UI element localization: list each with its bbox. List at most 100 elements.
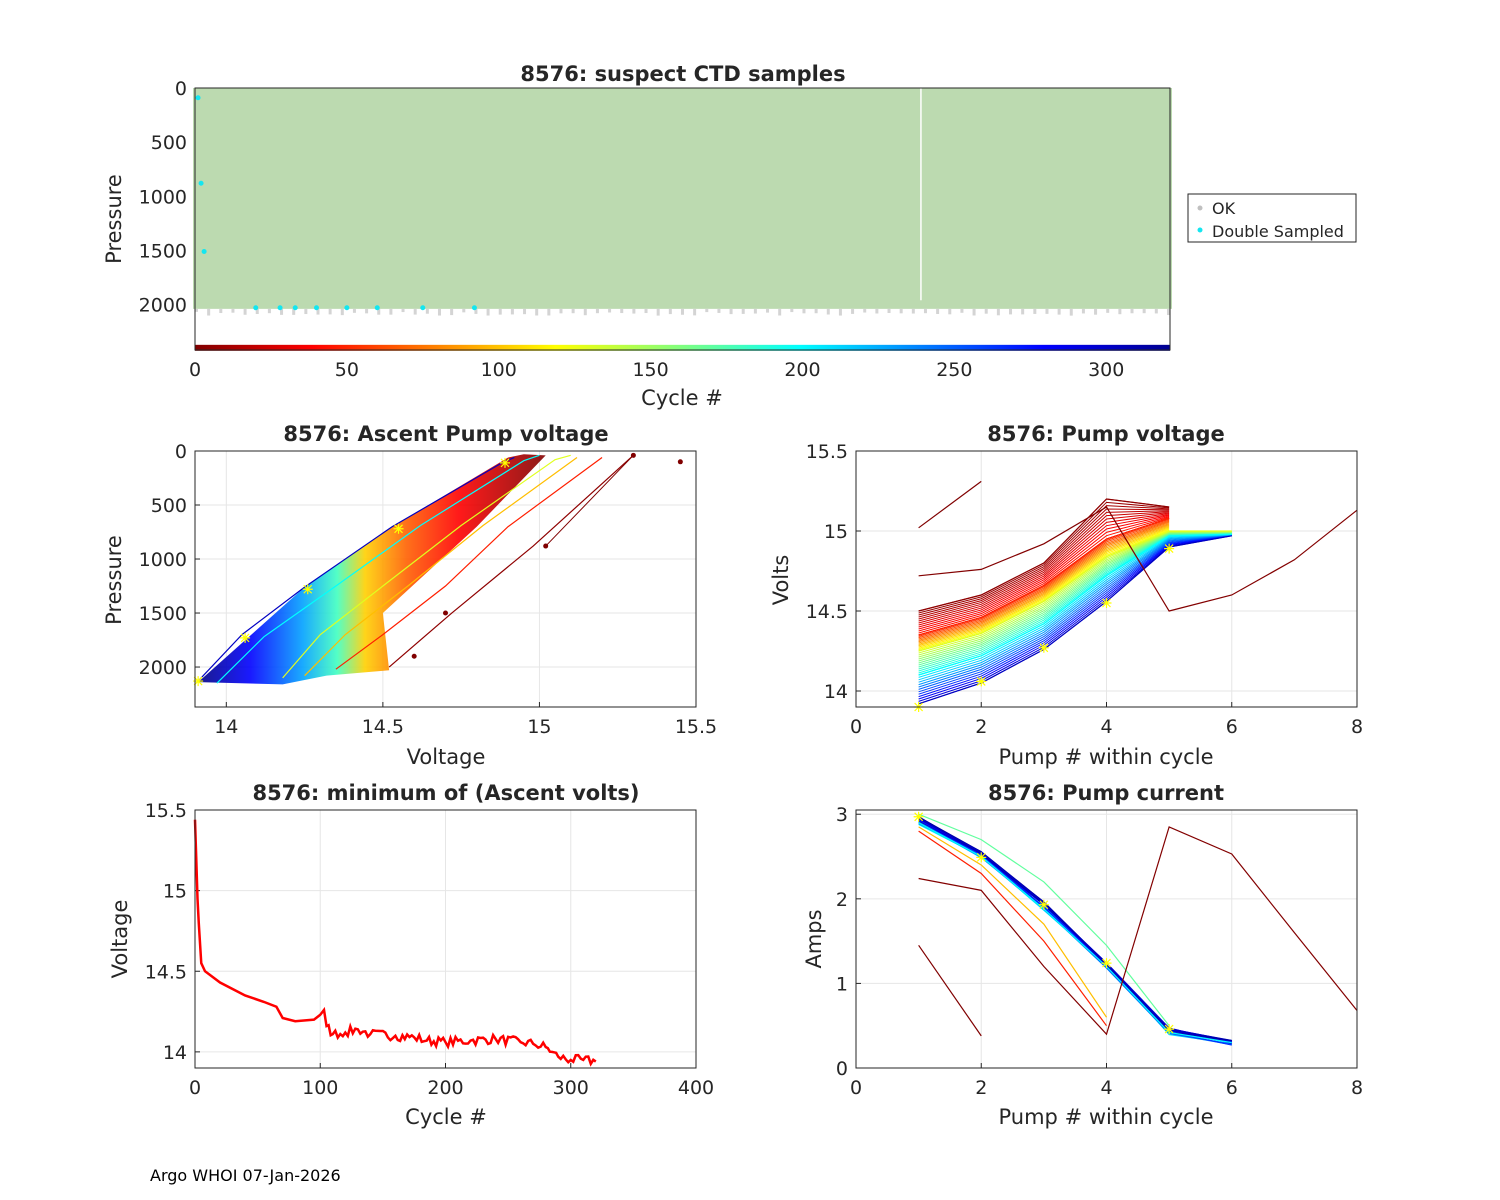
pump-voltage-xlabel: Pump # within cycle [999, 745, 1214, 769]
pump-voltage-title: 8576: Pump voltage [987, 422, 1225, 446]
ok-sample-point [802, 308, 806, 314]
ok-sample-point [486, 308, 490, 316]
ok-sample-point [741, 308, 745, 314]
pump-voltage-line [918, 534, 1232, 683]
ok-sample-point [401, 308, 405, 313]
pump-voltage-line [918, 513, 1170, 626]
marker-star [393, 523, 404, 534]
marker-star [1038, 899, 1049, 910]
pump-current-line [918, 820, 1232, 1042]
pump-voltage-line [918, 519, 1170, 639]
ok-sample-point [195, 308, 198, 312]
ok-sample-point [523, 308, 527, 315]
marker-star [1164, 543, 1175, 554]
ok-sample-point [1057, 308, 1061, 315]
pump-current-title: 8576: Pump current [988, 781, 1224, 805]
pump-voltage-plot: 0 2 4 6 8 14 14.5 15 15.5 [806, 441, 1363, 738]
ascent-xlabel: Voltage [407, 745, 486, 769]
ascent-profile-band [198, 454, 546, 685]
x-tick-label: 14 [214, 716, 238, 738]
ok-sample-point [948, 308, 952, 315]
ok-sample-point [340, 308, 344, 316]
pump-voltage-series-line [918, 533, 1232, 676]
x-tick-label: 400 [678, 1077, 714, 1099]
pump-voltage-line [918, 534, 1232, 688]
ok-sample-point [1106, 308, 1110, 313]
y-tick-label: 1000 [139, 549, 187, 571]
ok-sample-point [231, 308, 235, 313]
ok-sample-point [1033, 308, 1037, 314]
ok-sample-point [498, 308, 502, 315]
ascent-outlier-point [443, 610, 448, 616]
ok-sample-point [1009, 308, 1013, 315]
pump-voltage-line [918, 518, 1170, 637]
ok-sample-point [352, 308, 356, 313]
pump-voltage-line [918, 534, 1232, 690]
marker-star [499, 457, 510, 468]
ok-sample-point [790, 308, 794, 313]
y-tick-label: 2000 [139, 657, 187, 679]
legend-ok-marker [1197, 205, 1203, 211]
pump-current-series-line [918, 817, 1232, 1044]
cycle-color-strip [195, 344, 1170, 351]
ok-sample-point [753, 308, 757, 314]
suspect-axes-box [194, 87, 1171, 351]
pump-current-line [918, 816, 1232, 1042]
pump-voltage-line [918, 511, 1170, 622]
ok-sample-point [863, 308, 867, 313]
x-tick-label: 0 [850, 716, 862, 738]
ok-sample-point [668, 308, 672, 315]
x-tick-label: 8 [1351, 716, 1363, 738]
suspect-title: 8576: suspect CTD samples [520, 62, 845, 86]
ok-sample-point [1166, 308, 1170, 316]
double-sampled-point [313, 305, 319, 311]
pump-current-series-line [918, 826, 1358, 1036]
ok-sample-point [851, 308, 855, 314]
pump-current-xlabel: Pump # within cycle [999, 1105, 1214, 1129]
pump-current-line [918, 819, 1232, 1043]
x-tick-label: 2 [975, 1077, 987, 1099]
x-tick-label: 50 [335, 359, 359, 381]
pump-voltage-line [918, 528, 1170, 649]
y-tick-label: 500 [151, 132, 187, 154]
pump-current-series-line [918, 830, 1107, 1027]
double-sampled-point [253, 305, 259, 311]
ok-sample-point [1154, 308, 1158, 314]
ok-sample-point [450, 308, 454, 316]
pump-voltage-line [918, 513, 1170, 628]
ok-sample-point [936, 308, 940, 314]
min-volts-plot: 0 100 200 300 400 14 14.5 15 15.5 [145, 800, 714, 1099]
pump-voltage-line [918, 516, 1170, 634]
pump-voltage-axes-box [855, 450, 1358, 708]
ok-sample-point [1021, 308, 1025, 315]
pump-voltage-line [918, 534, 1232, 686]
legend-box [1187, 193, 1357, 243]
x-tick-label: 100 [481, 359, 517, 381]
ok-sample-point [462, 308, 466, 313]
pump-voltage-line [918, 505, 1170, 616]
ok-sample-point [923, 308, 927, 314]
y-tick-label: 1000 [139, 186, 187, 208]
x-tick-label: 200 [427, 1077, 463, 1099]
ok-sample-point [644, 308, 648, 314]
ok-sample-point [559, 308, 563, 314]
pump-voltage-series-line [918, 506, 1358, 612]
x-tick-label: 4 [1100, 1077, 1112, 1099]
pump-voltage-ylabel: Volts [769, 555, 793, 606]
y-tick-label: 1 [836, 973, 848, 995]
ok-sample-point [620, 308, 624, 314]
ok-sample-point [729, 308, 733, 315]
ok-sample-point [535, 308, 539, 316]
x-tick-label: 15.5 [675, 716, 717, 738]
ok-sample-point [292, 308, 296, 315]
marker-star [1101, 958, 1112, 969]
pump-current-line [918, 818, 1232, 1042]
suspect-legend: OK Double Sampled [1187, 193, 1357, 243]
ok-sample-point [255, 308, 259, 314]
ascent-profile-line [335, 456, 603, 670]
y-tick-label: 2000 [139, 295, 187, 317]
ok-sample-point [219, 308, 223, 314]
x-tick-label: 0 [850, 1077, 862, 1099]
y-tick-label: 1500 [139, 603, 187, 625]
ascent-chart: 8576: Ascent Pump voltage 14 14.5 15 15.5 0 5… [102, 422, 717, 769]
